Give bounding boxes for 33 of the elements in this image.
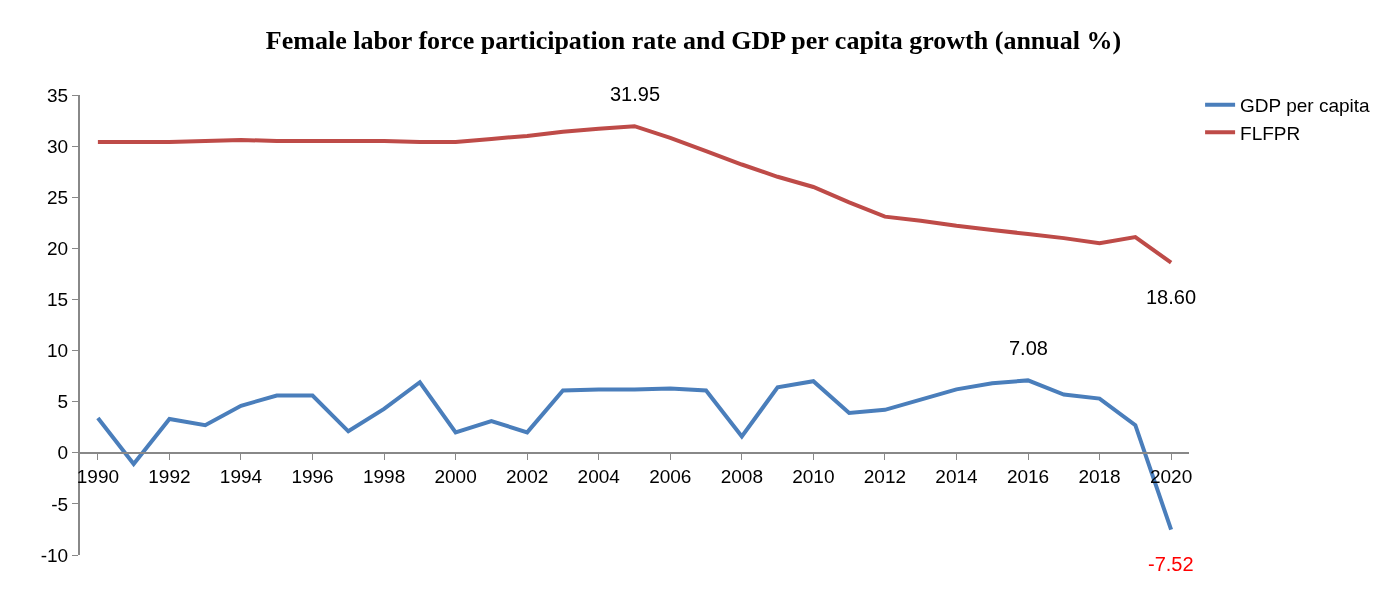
data-label: 18.60 xyxy=(1146,286,1197,308)
y-tick-label: 5 xyxy=(57,391,69,413)
x-tick-label: 2010 xyxy=(792,465,835,487)
y-tick-label: 25 xyxy=(47,186,69,208)
y-tick-label: -10 xyxy=(40,544,69,566)
x-tick-label: 2006 xyxy=(649,465,692,487)
y-tick-label: 0 xyxy=(57,442,69,464)
x-tick-label: 2016 xyxy=(1006,465,1050,487)
x-tick-label: 1996 xyxy=(291,465,334,487)
x-tick-label: 1998 xyxy=(362,465,406,487)
y-tick-label: 10 xyxy=(47,340,69,362)
x-tick-label: 2004 xyxy=(577,465,621,487)
x-tick-label: 2000 xyxy=(434,465,477,487)
data-label: 7.08 xyxy=(1009,337,1048,359)
x-tick-label: 1990 xyxy=(76,465,120,487)
data-label: 31.95 xyxy=(610,83,661,105)
chart-title: Female labor force participation rate and GDP per capita growth (annual %) xyxy=(265,25,1122,55)
y-tick-label: 20 xyxy=(47,237,69,259)
legend-label: GDP per capita xyxy=(1240,95,1371,117)
data-label: -7.52 xyxy=(1148,553,1194,575)
x-tick-label: 2002 xyxy=(506,465,549,487)
line-series xyxy=(95,124,1174,265)
y-tick-label: 15 xyxy=(47,289,69,311)
legend-label: FLFPR xyxy=(1240,122,1301,144)
x-tick-label: 1994 xyxy=(219,465,263,487)
y-tick-label: 35 xyxy=(47,84,69,106)
x-tick-label: 2008 xyxy=(720,465,763,487)
x-tick-label: 2014 xyxy=(935,465,979,487)
y-tick-label: 30 xyxy=(47,135,69,157)
x-tick-label: 1992 xyxy=(148,465,191,487)
x-tick-label: 2012 xyxy=(863,465,907,487)
x-tick-label: 2018 xyxy=(1078,465,1121,487)
y-tick-label: -5 xyxy=(51,493,69,515)
